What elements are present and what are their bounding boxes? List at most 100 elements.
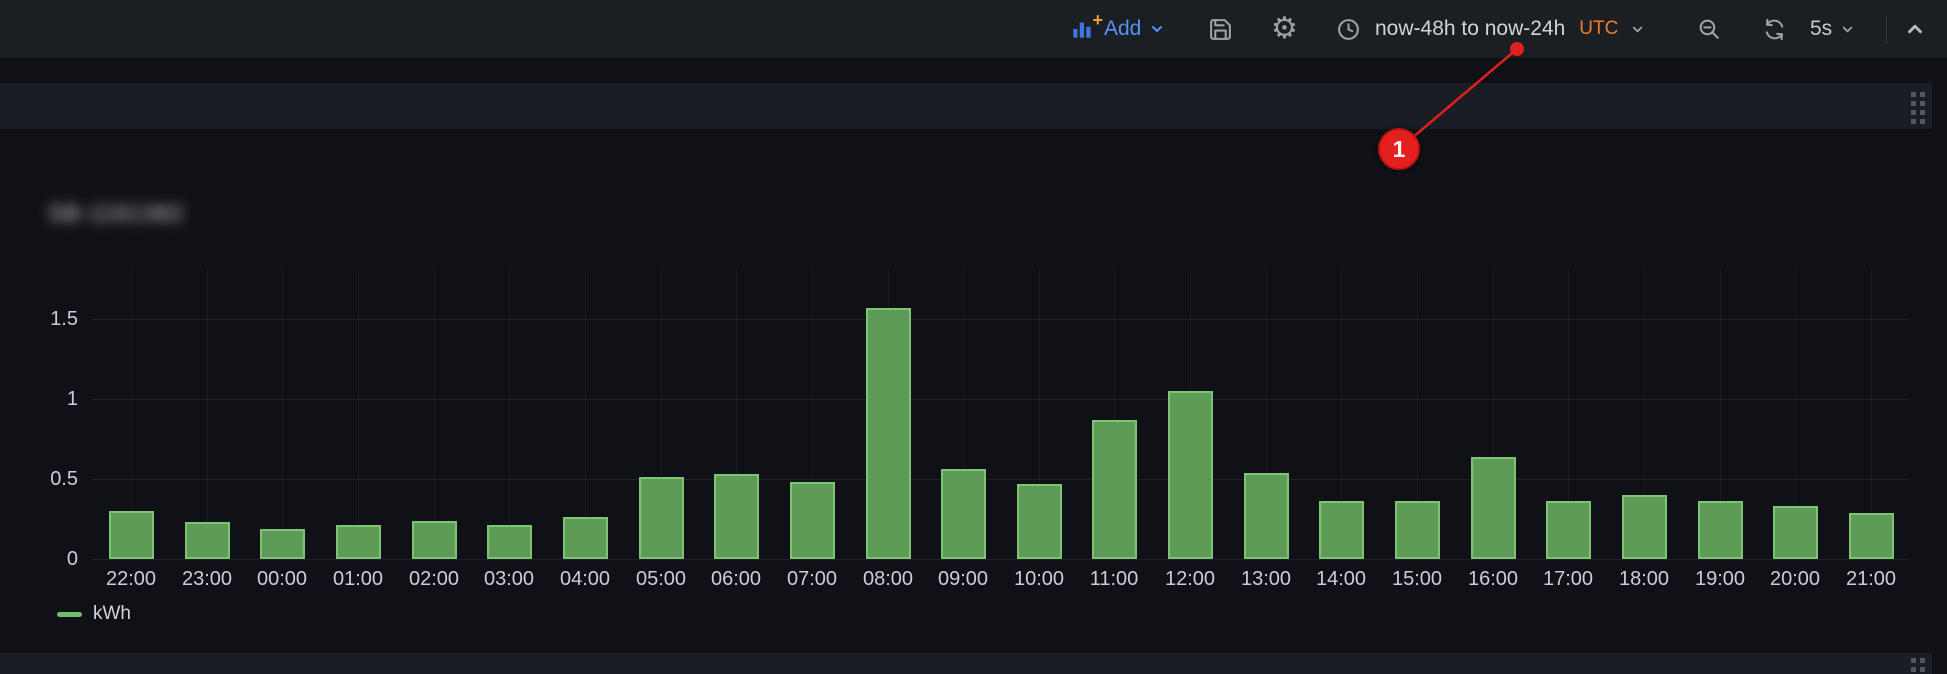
refresh-dashboard-button[interactable] [1762,0,1787,58]
x-gridline [1720,268,1721,559]
chevron-down-icon [1630,22,1645,37]
bar-15:00 [1395,501,1440,559]
x-axis-tick-label: 21:00 [1845,568,1897,590]
magnifier-minus-icon [1697,17,1722,42]
collapse-toolbar-button[interactable] [1904,0,1926,58]
bar-22:00 [109,511,154,559]
x-axis-tick-label: 19:00 [1694,568,1746,590]
x-axis-tick-label: 09:00 [937,568,989,590]
y-axis-tick-label: 0.5 [50,468,78,490]
add-panel-button[interactable]: + Add [1070,0,1165,58]
legend-item-kwh[interactable]: kWh [57,603,131,625]
bar-21:00 [1849,513,1894,559]
x-axis-tick-label: 12:00 [1164,568,1216,590]
x-gridline [736,268,737,559]
x-axis-tick-label: 03:00 [483,568,535,590]
x-axis-tick-label: 05:00 [635,568,687,590]
chevron-up-icon [1904,18,1926,40]
bar-18:00 [1622,495,1667,559]
x-gridline [131,268,132,559]
x-axis-tick-label: 20:00 [1769,568,1821,590]
x-gridline [585,268,586,559]
x-gridline [207,268,208,559]
toolbar-divider [1886,16,1887,44]
time-range-label: now-48h to now-24h [1375,17,1566,40]
x-gridline [812,268,813,559]
x-gridline [1266,268,1267,559]
panel-strip-bottom [0,653,1932,674]
bar-03:00 [487,525,532,559]
bar-23:00 [185,522,230,559]
x-axis-tick-label: 23:00 [181,568,233,590]
x-axis-tick-label: 14:00 [1315,568,1367,590]
x-axis-tick-label: 01:00 [332,568,384,590]
y-axis-tick-label: 1 [66,388,78,410]
bar-05:00 [639,477,684,559]
time-range-picker[interactable]: now-48h to now-24h UTC [1336,0,1645,58]
x-gridline [1114,268,1115,559]
x-axis-tick-label: 16:00 [1467,568,1519,590]
bar-10:00 [1017,484,1062,559]
refresh-icon [1762,17,1787,42]
x-axis-tick-label: 18:00 [1618,568,1670,590]
chevron-down-icon [1149,21,1165,37]
add-button-label: Add [1104,17,1142,40]
legend-series-marker [57,611,82,617]
x-gridline [1644,268,1645,559]
x-axis-tick-label: 00:00 [256,568,308,590]
bar-19:00 [1698,501,1743,559]
bar-02:00 [412,521,457,559]
y-gridline [92,319,1910,320]
bar-13:00 [1244,473,1289,559]
x-axis-tick-label: 04:00 [559,568,611,590]
bar-06:00 [714,474,759,559]
save-dashboard-button[interactable] [1208,0,1233,58]
bar-08:00 [866,308,911,559]
panel-title-redacted[interactable]: SB-1161382 [48,200,185,226]
dashboard-settings-button[interactable]: ⚙ [1271,0,1298,58]
x-gridline [1039,268,1040,559]
bar-04:00 [563,517,608,559]
x-gridline [1417,268,1418,559]
bar-00:00 [260,529,305,559]
bar-07:00 [790,482,835,559]
zoom-out-time-button[interactable] [1697,0,1722,58]
y-axis-tick-label: 1.5 [50,308,78,330]
x-gridline [358,268,359,559]
y-axis-tick-label: 0 [66,548,78,570]
timezone-label: UTC [1579,18,1619,39]
x-gridline [661,268,662,559]
x-axis-tick-label: 13:00 [1240,568,1292,590]
x-axis-tick-label: 07:00 [786,568,838,590]
dashboard-toolbar: + Add ⚙ now-48h to now-24h UTC [0,0,1947,60]
bar-14:00 [1319,501,1364,559]
x-axis-tick-label: 15:00 [1391,568,1443,590]
x-gridline [509,268,510,559]
x-gridline [1795,268,1796,559]
x-gridline [1871,268,1872,559]
refresh-interval-label: 5s [1810,17,1833,40]
refresh-interval-dropdown[interactable]: 5s [1810,0,1855,58]
panel-drag-handle[interactable] [1911,658,1925,674]
bar-01:00 [336,525,381,559]
x-gridline [282,268,283,559]
clock-icon [1336,17,1361,42]
bar-09:00 [941,469,986,559]
x-gridline [1568,268,1569,559]
y-gridline [92,479,1910,480]
x-axis-tick-label: 08:00 [862,568,914,590]
chevron-down-icon [1840,22,1855,37]
x-gridline [963,268,964,559]
x-gridline [434,268,435,559]
panel-strip-top [0,83,1932,129]
x-axis-tick-label: 02:00 [408,568,460,590]
panel-drag-handle[interactable] [1911,92,1925,124]
x-axis-tick-label: 17:00 [1542,568,1594,590]
legend-series-label: kWh [93,603,131,624]
y-gridline [92,399,1910,400]
bar-11:00 [1092,420,1137,559]
bar-16:00 [1471,457,1516,559]
save-icon [1208,17,1233,42]
bar-20:00 [1773,506,1818,559]
